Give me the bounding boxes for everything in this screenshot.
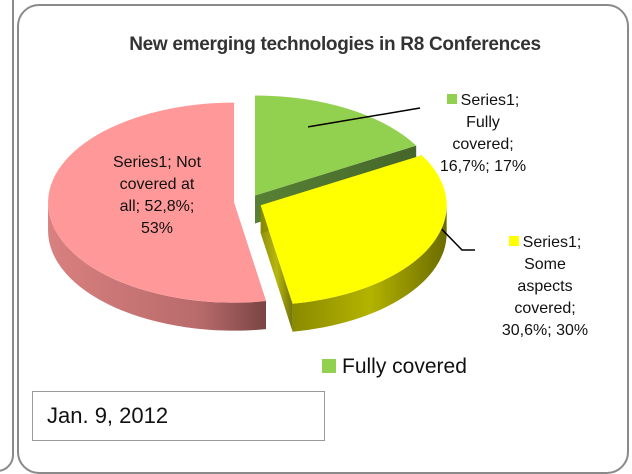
data-label-not-covered: Series1; Not covered at all; 52,8%; 53% bbox=[82, 152, 232, 240]
slice-top-face bbox=[260, 155, 447, 304]
data-label-line: 16,7%; 17% bbox=[439, 158, 527, 175]
slice-side-wall bbox=[48, 202, 266, 331]
data-label-line: all; 52,8%; bbox=[119, 198, 195, 215]
leader-line-fully-covered bbox=[307, 107, 421, 128]
data-label-fully-covered: Series1; Fully covered; 16,7%; 17% bbox=[408, 90, 558, 178]
data-label-line: Some bbox=[524, 256, 566, 273]
data-label-line: Series1; bbox=[522, 234, 582, 251]
data-label-line: 53% bbox=[140, 220, 174, 237]
pie-chart bbox=[48, 95, 475, 332]
legend-marker bbox=[508, 236, 519, 246]
pie-slice-not-covered bbox=[48, 102, 266, 331]
data-label-line: Series1; bbox=[460, 92, 520, 109]
slice-top-face bbox=[255, 95, 417, 196]
data-label-some-aspects: Series1; Some aspects covered; 30,6%; 30… bbox=[470, 232, 620, 342]
data-label-line: covered at bbox=[119, 176, 195, 193]
date-footer: Jan. 9, 2012 bbox=[32, 391, 325, 441]
data-label-line: Series1; Not bbox=[112, 154, 202, 171]
data-label-line: covered; bbox=[514, 300, 576, 317]
data-label-line: Fully bbox=[466, 114, 500, 131]
slice-top-face bbox=[48, 102, 266, 303]
leader-line-some-aspects bbox=[441, 228, 475, 251]
slice-cut-wall bbox=[260, 205, 293, 332]
data-label-line: 30,6%; 30% bbox=[501, 322, 589, 339]
chart-title: New emerging technologies in R8 Conferen… bbox=[129, 34, 541, 55]
slice-side-wall bbox=[292, 205, 447, 332]
data-label-line: covered; bbox=[452, 136, 514, 153]
legend-entry-fully-covered: Fully covered bbox=[342, 355, 467, 378]
chart-legend: Fully covered bbox=[322, 355, 467, 379]
legend-marker bbox=[446, 94, 457, 104]
legend-swatch-fully-covered bbox=[322, 359, 336, 373]
data-label-line: aspects bbox=[517, 278, 573, 295]
pie-slice-some-aspects bbox=[260, 155, 447, 332]
